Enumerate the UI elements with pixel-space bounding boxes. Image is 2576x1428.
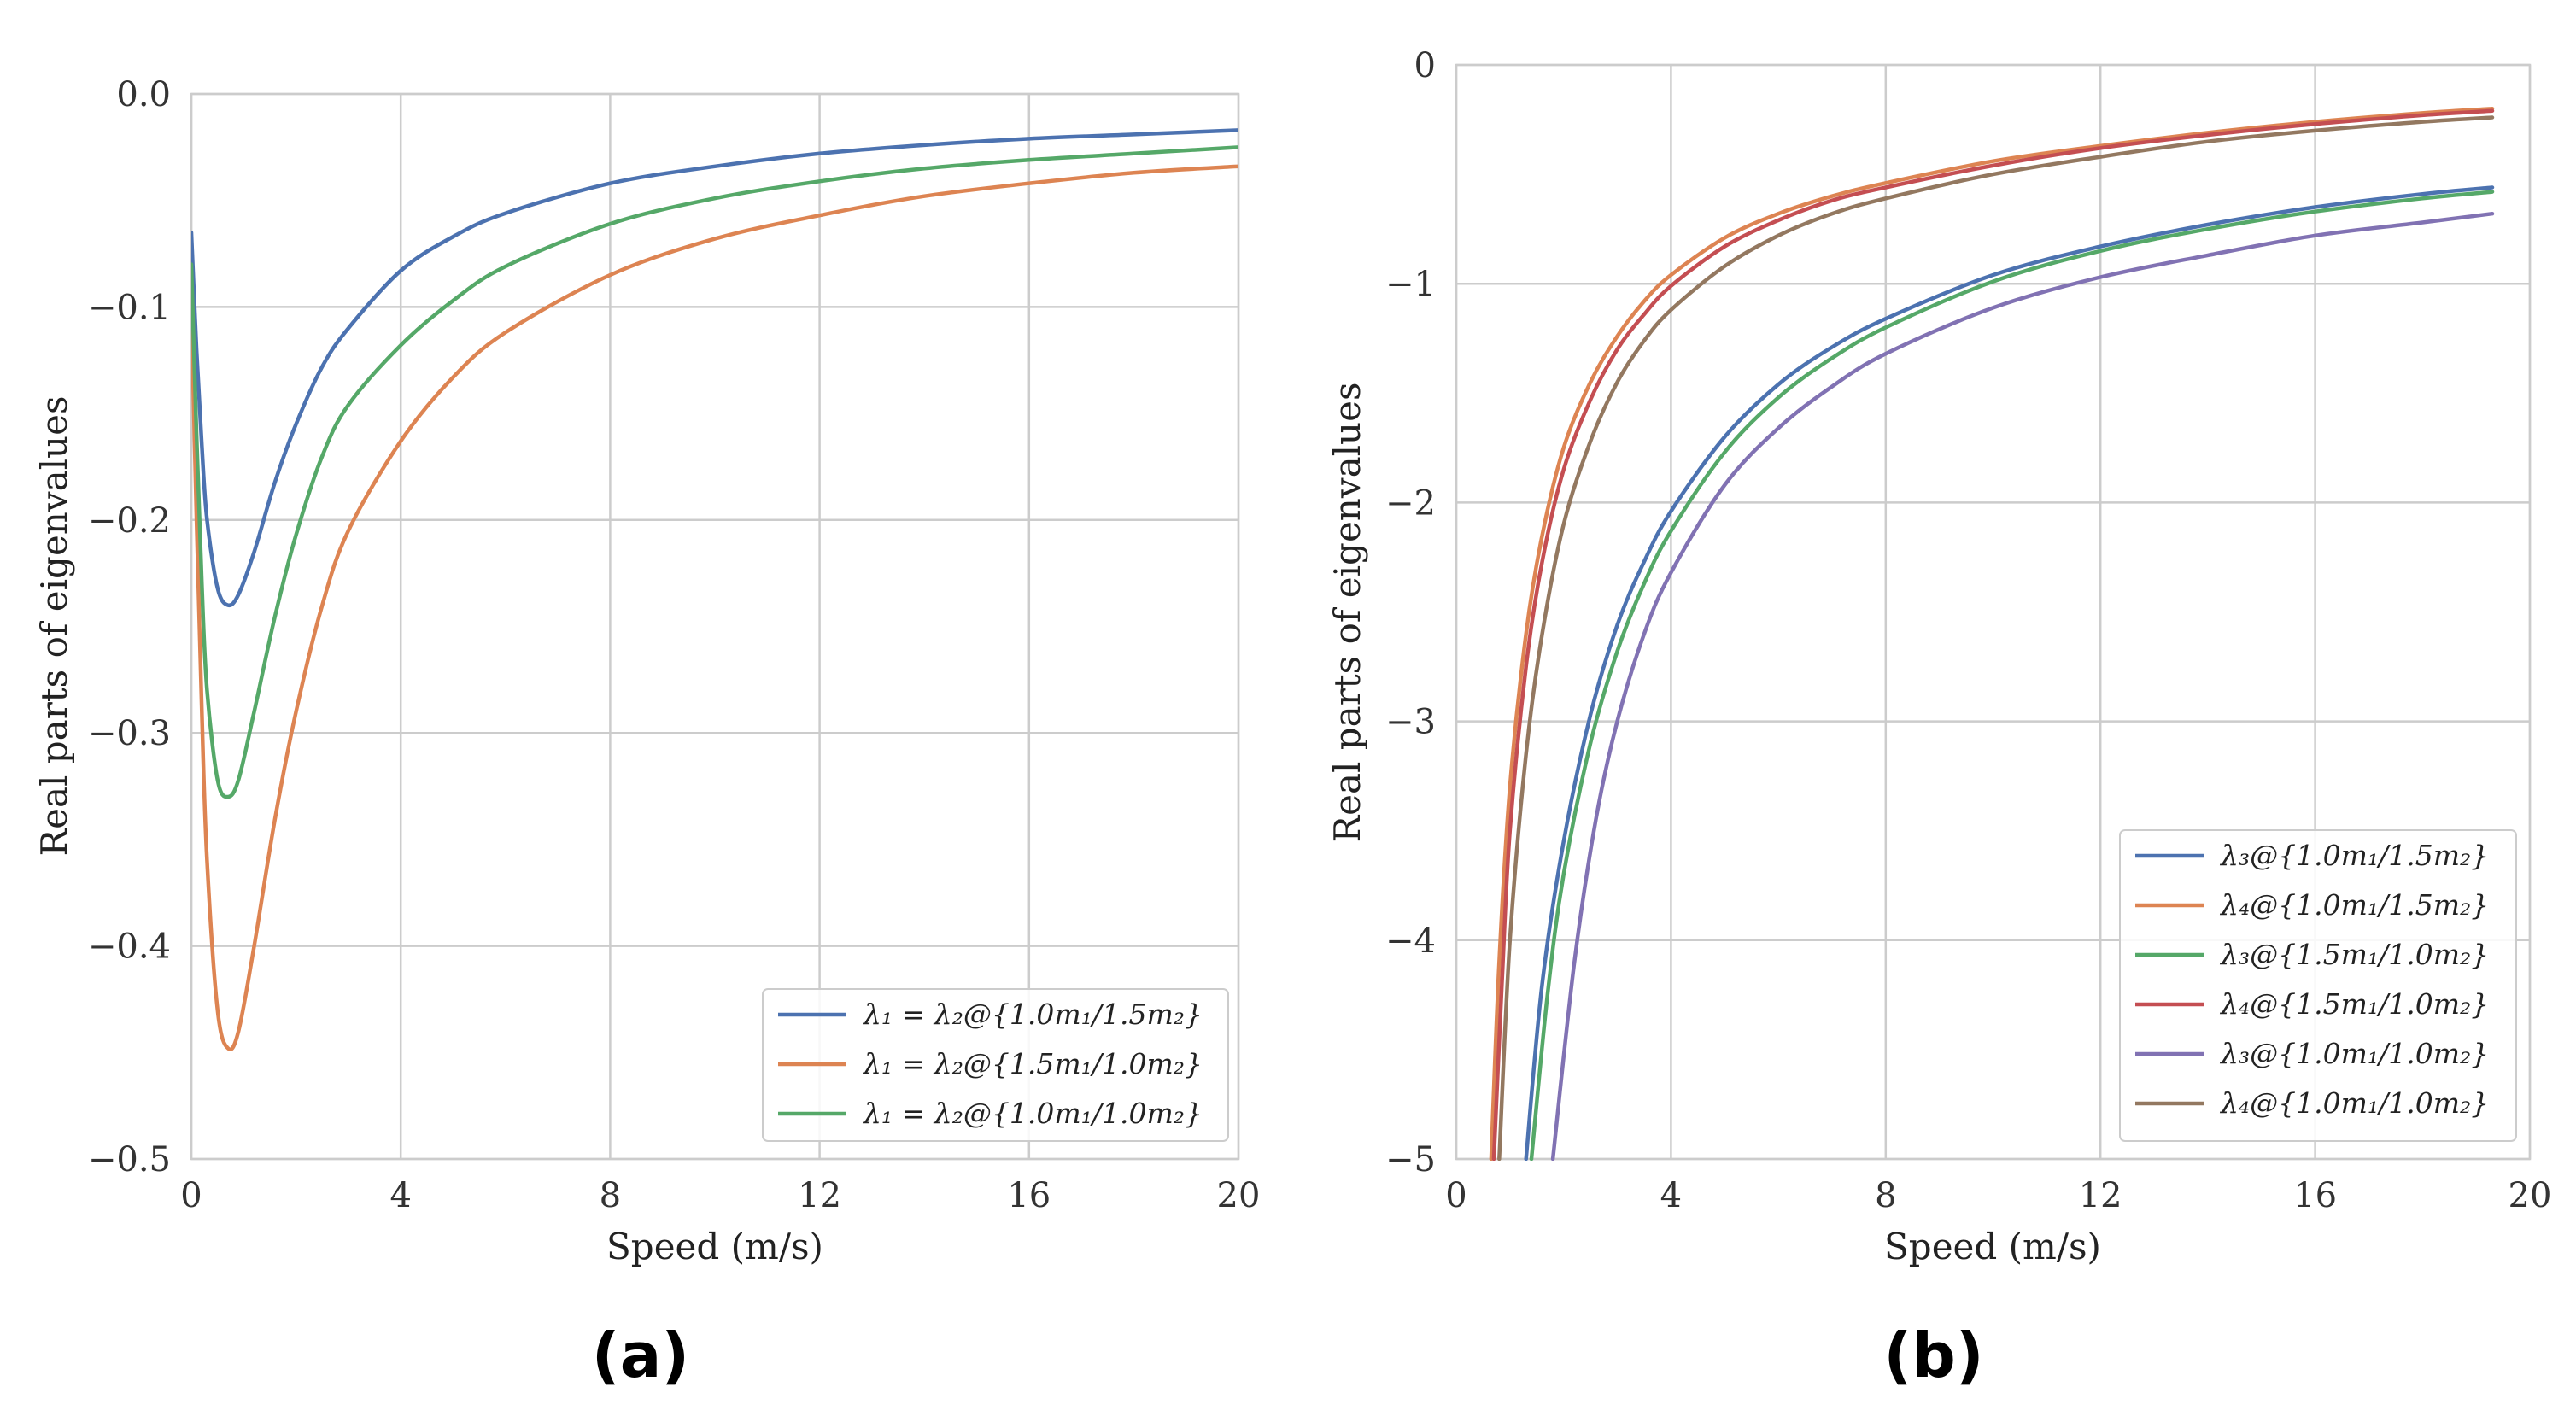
chart-a-y-tick-label: −0.4 [88,928,171,967]
chart-b-series-line-1 [1524,185,2495,1161]
chart-b-series-line-4 [1491,108,2495,1161]
chart-b-y-tick-labels: 0 −1 −2 −3 −4 −5 [1385,46,1436,1179]
chart-a-x-tick-label: 12 [798,1176,841,1215]
chart-b-legend-label: λ₃@{1.5m₁/1.0m₂} [2219,938,2489,971]
chart-b-legend-label: λ₄@{1.0m₁/1.5m₂} [2219,888,2489,922]
chart-a-x-tick-label: 4 [389,1176,411,1215]
chart-panel-b: 0 4 8 12 16 20 0 −1 −2 −3 −4 −5 Speed (m/s) Real p… [1326,46,2551,1391]
chart-a-frame [190,92,1240,1161]
chart-a-x-tick-label: 16 [1007,1176,1051,1215]
chart-b-legend-label: λ₄@{1.5m₁/1.0m₂} [2219,987,2489,1021]
chart-a-legend: λ₁ = λ₂@{1.0m₁/1.5m₂} λ₁ = λ₂@{1.5m₁/1.0m… [762,988,1229,1142]
chart-b-x-tick-label: 12 [2079,1176,2122,1215]
chart-b-y-axis-label: Real parts of eigenvalues [1326,382,1368,842]
chart-a-y-tick-label: −0.1 [88,288,171,327]
chart-b-x-tick-label: 8 [1875,1176,1896,1215]
chart-b-x-tick-labels: 0 4 8 12 16 20 [1445,1176,2551,1215]
chart-a-legend-box [762,988,1229,1142]
chart-a-panel-label: (a) [592,1320,689,1391]
chart-b-y-tick-label: −2 [1385,483,1436,523]
chart-a-y-tick-labels: 0.0 −0.1 −0.2 −0.3 −0.4 −0.5 [88,75,171,1179]
chart-a-legend-label: λ₁ = λ₂@{1.0m₁/1.0m₂} [862,1097,1203,1130]
chart-a-legend-label: λ₁ = λ₂@{1.5m₁/1.0m₂} [862,1047,1203,1080]
chart-b-y-tick-label: 0 [1414,46,1436,85]
chart-a-y-tick-label: −0.2 [88,501,171,541]
chart-b-series-line-3 [1529,190,2495,1161]
chart-a-x-tick-labels: 0 4 8 12 16 20 [180,1176,1260,1215]
chart-a-series-line-1 [191,128,1238,608]
chart-b-x-tick-label: 16 [2293,1176,2337,1215]
chart-a-y-tick-label: −0.3 [88,714,171,753]
chart-b-legend-box [2119,829,2517,1142]
chart-a-x-tick-label: 20 [1217,1176,1261,1215]
chart-a-series-line-2 [191,164,1238,1051]
chart-b-series-line-6 [1497,115,2495,1161]
chart-b-x-tick-label: 0 [1445,1176,1467,1215]
chart-b-x-tick-label: 20 [2509,1176,2552,1215]
chart-a-y-tick-label: 0.0 [116,75,171,114]
chart-panel-a: 0 4 8 12 16 20 0.0 −0.1 −0.2 −0.3 −0.4 −0.5 Speed … [33,75,1260,1391]
chart-a-y-tick-label: −0.5 [88,1140,171,1179]
chart-b-legend: λ₃@{1.0m₁/1.5m₂} λ₄@{1.0m₁/1.5m₂} λ₃@{1.5m… [2119,829,2517,1142]
chart-b-y-tick-label: −5 [1385,1140,1436,1179]
chart-b-series-line-5 [1550,211,2495,1161]
chart-b-series-group [1489,106,2495,1161]
chart-b-legend-label: λ₃@{1.0m₁/1.5m₂} [2219,839,2489,872]
chart-b-legend-label: λ₃@{1.0m₁/1.0m₂} [2219,1037,2489,1070]
chart-a-series-group [191,128,1238,1051]
chart-b-y-tick-label: −1 [1385,265,1436,304]
chart-b-x-tick-label: 4 [1660,1176,1682,1215]
chart-a-x-axis-label: Speed (m/s) [606,1226,823,1267]
chart-b-legend-label: λ₄@{1.0m₁/1.0m₂} [2219,1086,2489,1120]
chart-b-frame [1455,63,2532,1161]
chart-a-x-tick-label: 0 [180,1176,202,1215]
chart-a-legend-label: λ₁ = λ₂@{1.0m₁/1.5m₂} [862,998,1203,1031]
chart-b-y-tick-label: −3 [1385,703,1436,742]
chart-b-panel-label: (b) [1883,1320,1983,1391]
chart-b-y-tick-label: −4 [1385,922,1436,961]
chart-a-x-tick-label: 8 [600,1176,621,1215]
chart-b-series-line-2 [1489,106,2495,1161]
chart-a-y-axis-label: Real parts of eigenvalues [33,395,75,856]
chart-b-x-axis-label: Speed (m/s) [1884,1226,2101,1267]
chart-a-series-line-3 [191,145,1238,799]
